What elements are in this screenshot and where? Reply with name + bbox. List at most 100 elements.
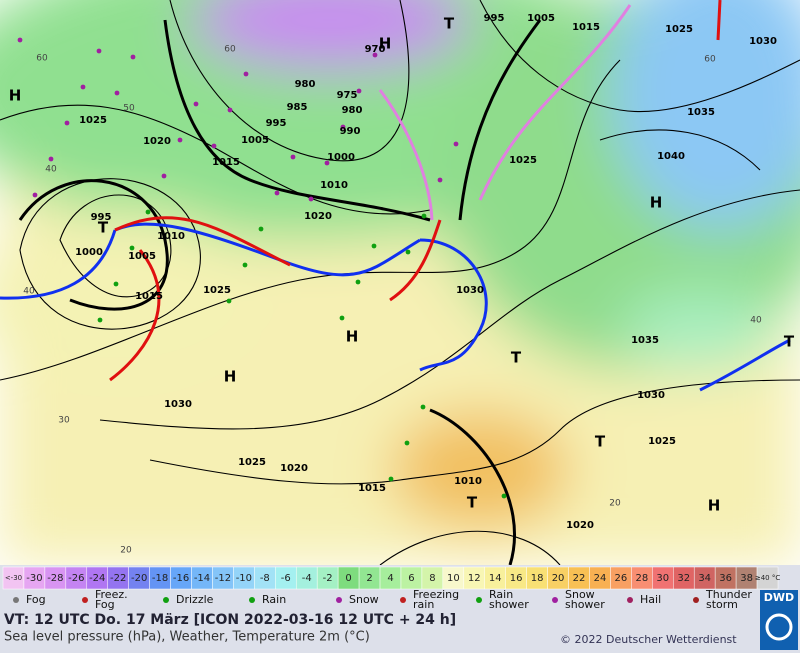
legend-icon [336,597,342,603]
temperature-label: 20 [120,546,132,556]
pressure-label: 1025 [665,24,693,35]
scale-label: 28 [635,573,648,584]
precip-symbol [356,88,362,94]
temperature-label: 40 [23,287,35,297]
pressure-label: 1030 [637,390,665,401]
legend-icon [163,597,169,603]
precip-symbol [420,404,426,410]
isobar [458,19,542,221]
pressure-center: H [346,328,359,346]
pressure-label: 985 [287,102,308,113]
pressure-label: 1010 [320,180,348,191]
precip-symbol [243,71,249,77]
scale-label: 12 [468,573,481,584]
scale-label: -26 [68,573,84,584]
precip-symbol [145,209,151,215]
pressure-label: 1030 [164,399,192,410]
temperature-label: 30 [58,416,70,426]
legend-icon [627,597,633,603]
pressure-label: 1015 [135,291,163,302]
pressure-label: 995 [91,212,112,223]
temperature-label: 20 [609,499,621,509]
pressure-label: 1000 [75,247,103,258]
isobar [18,179,169,311]
temperature-label: 40 [45,165,57,175]
copyright: © 2022 Deutscher Wetterdienst [560,633,737,646]
scale-label: 22 [573,573,586,584]
precip-symbol [211,143,217,149]
precip-symbol [258,226,264,232]
precip-symbol [32,192,38,198]
pressure-label: 1035 [631,335,659,346]
pressure-label: 1015 [572,22,600,33]
scale-label: -14 [194,573,210,584]
precip-symbol [226,298,232,304]
cool-area [620,290,780,370]
scale-label: -10 [236,573,252,584]
scale-label: 34 [698,573,711,584]
warm-front [716,0,722,41]
scale-label: 10 [447,573,460,584]
temperature-label: 60 [224,45,236,55]
scale-label: 20 [552,573,565,584]
pressure-label: 980 [342,105,363,116]
pressure-label: 980 [295,79,316,90]
description: Sea level pressure (hPa), Weather, Tempe… [4,630,370,645]
pressure-label: 1025 [648,436,676,447]
temperature-label: 50 [123,104,135,114]
pressure-label: 975 [337,90,358,101]
precip-symbol [161,173,167,179]
legend-label: Rain [489,588,513,601]
valid-time: VT: 12 UTC Do. 17 März [ICON 2022-03-16 … [4,612,456,628]
scale-label: -12 [215,573,231,584]
precip-symbol [17,37,23,43]
scale-label: -20 [131,573,147,584]
scale-label: 30 [656,573,669,584]
fronts [0,0,791,392]
scale-label: 18 [531,573,544,584]
scale-label: 4 [387,573,393,584]
warm-front [109,249,161,382]
pressure-label: 1020 [143,136,171,147]
legend-icon [13,597,19,603]
scale-label: -28 [47,573,63,584]
pressure-label: 1010 [454,476,482,487]
temperature-label: 60 [36,54,48,64]
pressure-label: 1025 [79,115,107,126]
precip-symbol [308,196,314,202]
scale-label: -2 [323,573,333,584]
precip-symbol [96,48,102,54]
legend-label: rain [413,598,434,611]
pressure-label: 1020 [304,211,332,222]
precip-symbol [324,160,330,166]
pressure-label: 1005 [241,135,269,146]
pressure-label: 970 [365,44,386,55]
precip-symbol [501,493,507,499]
cold-area [610,0,800,230]
legend-label: storm [706,598,738,611]
legend-label: Fog [26,593,46,606]
occluded-front [478,4,632,201]
pressure-label: 990 [340,126,361,137]
precip-symbol [421,213,427,219]
scale-label: -30 [26,573,42,584]
precip-symbol [339,315,345,321]
legend-icon [693,597,699,603]
temperature-label: 40 [750,316,762,326]
scale-label: 26 [615,573,628,584]
pressure-label: 1040 [657,151,685,162]
scale-swatch [756,566,779,590]
precip-symbol [129,245,135,251]
legend-label: Rain [262,593,286,606]
legend-icon [552,597,558,603]
thick-isobars [18,19,542,566]
precip-symbol [97,317,103,323]
pressure-label: 1025 [238,457,266,468]
isobar [163,19,431,222]
pressure-center: T [444,15,455,33]
pressure-center: H [224,368,237,386]
pressure-label: 1035 [687,107,715,118]
pressure-label: 1015 [358,483,386,494]
legend-label: Freezing [413,588,459,601]
